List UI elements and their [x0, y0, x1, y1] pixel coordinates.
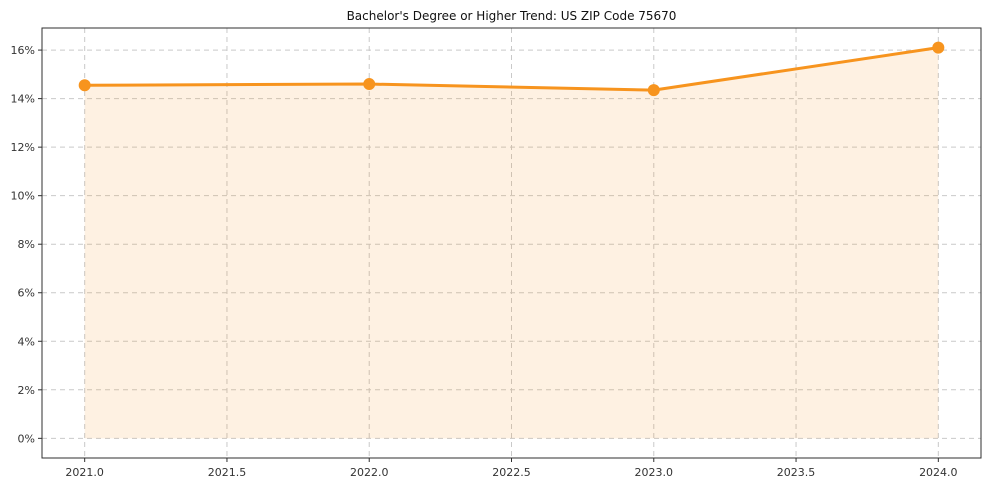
y-tick-label: 10% [11, 190, 35, 203]
trend-line [83, 46, 940, 92]
data-point-marker [78, 79, 91, 92]
y-tick-label: 2% [18, 384, 35, 397]
y-tick-label: 0% [18, 432, 35, 445]
x-tick-label: 2021.0 [65, 466, 104, 479]
x-tick-label: 2024.0 [919, 466, 958, 479]
data-point-marker [932, 41, 945, 54]
x-tick-label: 2023.5 [777, 466, 816, 479]
plot-area [42, 28, 981, 458]
plot-border [41, 27, 982, 459]
y-tick-label: 16% [11, 44, 35, 57]
data-point-marker [363, 78, 376, 91]
area-fill [84, 47, 939, 439]
data-point-marker [647, 84, 660, 97]
y-tick-label: 6% [18, 287, 35, 300]
chart-title: Bachelor's Degree or Higher Trend: US ZI… [346, 9, 677, 23]
y-tick-label: 12% [11, 141, 35, 154]
x-tick-label: 2021.5 [208, 466, 247, 479]
x-tick-label: 2022.5 [492, 466, 531, 479]
y-tick-label: 4% [18, 335, 35, 348]
x-tick-label: 2023.0 [635, 466, 674, 479]
y-tick-label: 8% [18, 238, 35, 251]
x-tick-label: 2022.0 [350, 466, 389, 479]
y-tick-label: 14% [11, 93, 35, 106]
